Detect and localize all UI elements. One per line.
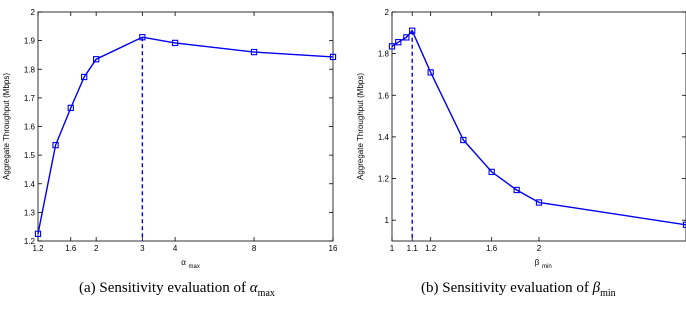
y-tick-label: 1.5 xyxy=(24,151,36,160)
y-axis-label: Aggregate Throughput (Mbps) xyxy=(2,73,11,180)
plot-frame-a xyxy=(37,11,334,242)
caption-b-text: (b) Sensitivity evaluation of xyxy=(421,280,589,296)
data-point xyxy=(388,43,396,50)
x-axis-label: α xyxy=(181,258,186,267)
x-tick-label: 2 xyxy=(537,244,542,253)
x-tick-label: 1.6 xyxy=(486,244,498,253)
caption-a-sub: max xyxy=(257,288,275,299)
data-point xyxy=(403,34,410,41)
x-tick-label: 1.2 xyxy=(425,244,437,253)
series-line xyxy=(37,36,334,234)
y-tick-label: 1.6 xyxy=(378,91,390,100)
panel-a: 1.2 1.3 1.4 1.5 1.6 1.7 1.8 1.9 2 1.2 1.6 2 3 4 8 16 α ma… xyxy=(2,8,338,270)
caption-a-text: (a) Sensitivity evaluation of xyxy=(79,280,247,296)
y-tick-label: 2 xyxy=(385,8,390,17)
x-tick-label: 4 xyxy=(173,244,178,253)
data-point xyxy=(460,136,467,144)
caption-b-sub: min xyxy=(600,288,616,299)
data-point xyxy=(250,48,258,56)
y-tick-label: 1.9 xyxy=(24,37,36,46)
data-point xyxy=(139,34,146,41)
y-tick-label: 1.2 xyxy=(378,175,390,184)
y-tick-label: 2 xyxy=(31,8,36,17)
data-point xyxy=(171,39,179,47)
y-tick-label: 1.4 xyxy=(378,133,390,142)
data-point xyxy=(81,73,88,81)
data-point xyxy=(67,104,74,112)
data-point xyxy=(488,168,495,176)
data-point xyxy=(513,186,520,194)
x-axis-label: β xyxy=(535,258,540,267)
y-tick-label: 1.8 xyxy=(378,50,390,59)
series-line xyxy=(391,29,686,226)
y-tick-label: 1.3 xyxy=(24,208,36,217)
x-tick-label: 16 xyxy=(329,244,338,253)
caption-a: (a) Sensitivity evaluation of αmax xyxy=(79,280,275,299)
data-point xyxy=(329,53,337,61)
panel-b: 1 1.2 1.4 1.6 1.8 2 1 1.1 1.2 1.6 2 β min Aggregate T… xyxy=(356,8,686,270)
x-tick-label: 3 xyxy=(140,244,145,253)
y-tick-label: 1 xyxy=(385,216,390,225)
data-point xyxy=(409,27,416,34)
y-axis-label: Aggregate Throughput (Mbps) xyxy=(356,73,365,180)
x-tick-label: 1 xyxy=(390,244,395,253)
data-point xyxy=(535,199,543,206)
data-point xyxy=(682,221,686,228)
data-point xyxy=(427,69,434,76)
x-tick-label: 1.2 xyxy=(32,244,44,253)
x-tick-label: 8 xyxy=(252,244,257,253)
y-tick-label: 1.2 xyxy=(24,237,36,246)
y-tick-label: 1.6 xyxy=(24,123,36,132)
x-tick-label: 1.1 xyxy=(407,244,419,253)
y-tick-label: 1.4 xyxy=(24,180,36,189)
caption-b: (b) Sensitivity evaluation of βmin xyxy=(421,280,616,299)
data-point xyxy=(52,141,59,149)
x-axis-label-sub: max xyxy=(189,264,200,270)
x-axis-label-sub: min xyxy=(542,264,552,270)
data-point xyxy=(93,56,100,63)
caption-b-symbol: β xyxy=(592,280,601,296)
data-point xyxy=(395,39,402,46)
caption-a-symbol: α xyxy=(249,280,258,296)
y-tick-label: 1.8 xyxy=(24,65,36,74)
data-point xyxy=(34,230,42,237)
x-tick-label: 1.6 xyxy=(65,244,77,253)
x-tick-label: 2 xyxy=(94,244,99,253)
y-tick-label: 1.7 xyxy=(24,94,36,103)
plot-frame-b xyxy=(391,11,686,242)
